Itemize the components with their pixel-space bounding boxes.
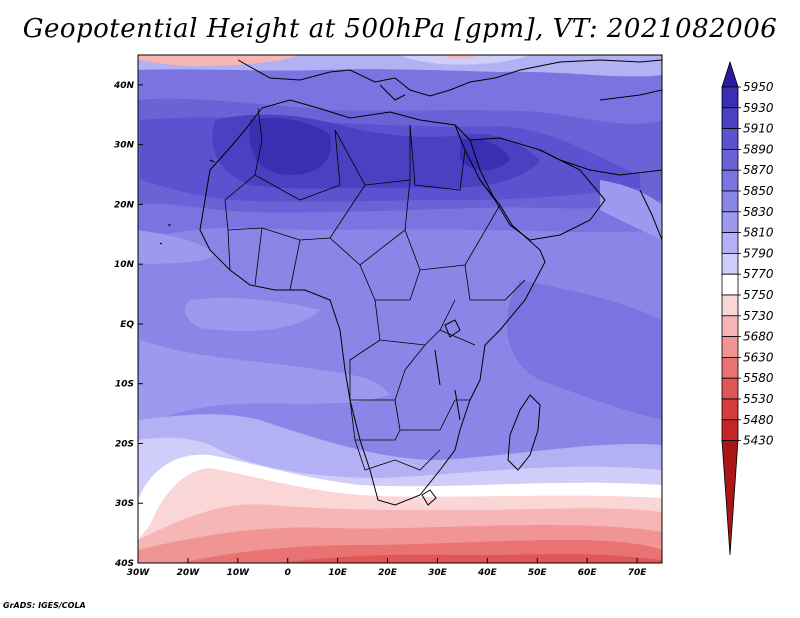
colorbar-swatch — [721, 377, 739, 400]
colorbar: 5950 5930 5910 5890 5870 5850 5830 5810 5790 5770… — [721, 60, 774, 556]
height-field — [138, 55, 662, 563]
colorbar-swatch — [721, 190, 739, 213]
y-tick-label: EQ — [120, 320, 134, 330]
colorbar-swatch — [721, 128, 739, 150]
y-tick-label: 40N — [113, 81, 135, 91]
colorbar-level-label: 5480 — [743, 413, 774, 427]
x-tick-label: 20E — [378, 568, 398, 578]
x-tick-label: 30W — [127, 568, 151, 578]
colorbar-level-label: 5430 — [743, 434, 774, 448]
x-tick-label: 10W — [227, 568, 251, 578]
y-tick-label: 20S — [115, 439, 134, 449]
y-tick-label: 10S — [115, 380, 134, 390]
x-tick-label: 30E — [428, 568, 448, 578]
colorbar-swatch — [721, 211, 739, 234]
y-tick-label: 10N — [114, 260, 135, 270]
country-borders — [224, 107, 526, 471]
colorbar-level-label: 5750 — [743, 288, 774, 302]
x-tick-label: 70E — [628, 568, 648, 578]
colorbar-level-label: 5680 — [743, 330, 774, 344]
colorbar-swatch — [721, 107, 739, 130]
colorbar-level-label: 5730 — [743, 309, 774, 323]
chart-title: Geopotential Height at 500hPa [gpm], VT:… — [22, 14, 778, 44]
colorbar-level-label: 5930 — [743, 101, 774, 115]
x-tick-label: 10E — [328, 568, 348, 578]
colorbar-swatch — [721, 148, 739, 171]
colorbar-level-label: 5910 — [743, 122, 774, 136]
colorbar-swatch — [721, 356, 739, 379]
colorbar-swatch — [721, 315, 739, 337]
colorbar-level-label: 5790 — [743, 246, 774, 260]
colorbar-swatch — [721, 273, 739, 296]
colorbar-level-label: 5850 — [743, 184, 774, 198]
colorbar-swatch — [721, 86, 739, 109]
y-tick-label: 30N — [114, 141, 135, 151]
colorbar-level-label: 5770 — [743, 267, 774, 281]
y-tick-label: 20N — [114, 200, 135, 210]
y-tick-label: 30S — [115, 499, 134, 509]
colorbar-swatch — [721, 232, 739, 254]
grads-credit: GrADS: IGES/COLA — [3, 601, 86, 610]
x-tick-label: 20W — [177, 568, 201, 578]
colorbar-top-arrow — [721, 60, 739, 88]
colorbar-bottom-arrow — [721, 440, 739, 556]
colorbar-swatch — [721, 398, 739, 421]
x-tick-label: 50E — [528, 568, 548, 578]
colorbar-swatch — [721, 336, 739, 358]
colorbar-level-label: 5890 — [743, 142, 774, 156]
axes: 30W 20W 10W 0 10E 20E 30E 40E 50E 60E 70E 40N 30N 20N… — [113, 81, 647, 578]
x-tick-label: 60E — [578, 568, 598, 578]
colorbar-swatch — [721, 252, 739, 275]
colorbar-swatch — [721, 419, 739, 441]
colorbar-level-label: 5870 — [743, 163, 774, 177]
colorbar-level-label: 5630 — [743, 350, 774, 364]
colorbar-level-label: 5810 — [743, 226, 774, 240]
colorbar-level-label: 5580 — [743, 371, 774, 385]
colorbar-level-label: 5530 — [743, 392, 774, 406]
colorbar-level-label: 5830 — [743, 205, 774, 219]
x-tick-label: 0 — [285, 568, 291, 578]
colorbar-swatch — [721, 294, 739, 317]
plot-frame — [137, 54, 663, 564]
y-tick-label: 40S — [114, 559, 134, 569]
colorbar-level-label: 5950 — [743, 80, 774, 94]
colorbar-swatch — [721, 169, 739, 192]
x-tick-label: 40E — [477, 568, 498, 578]
